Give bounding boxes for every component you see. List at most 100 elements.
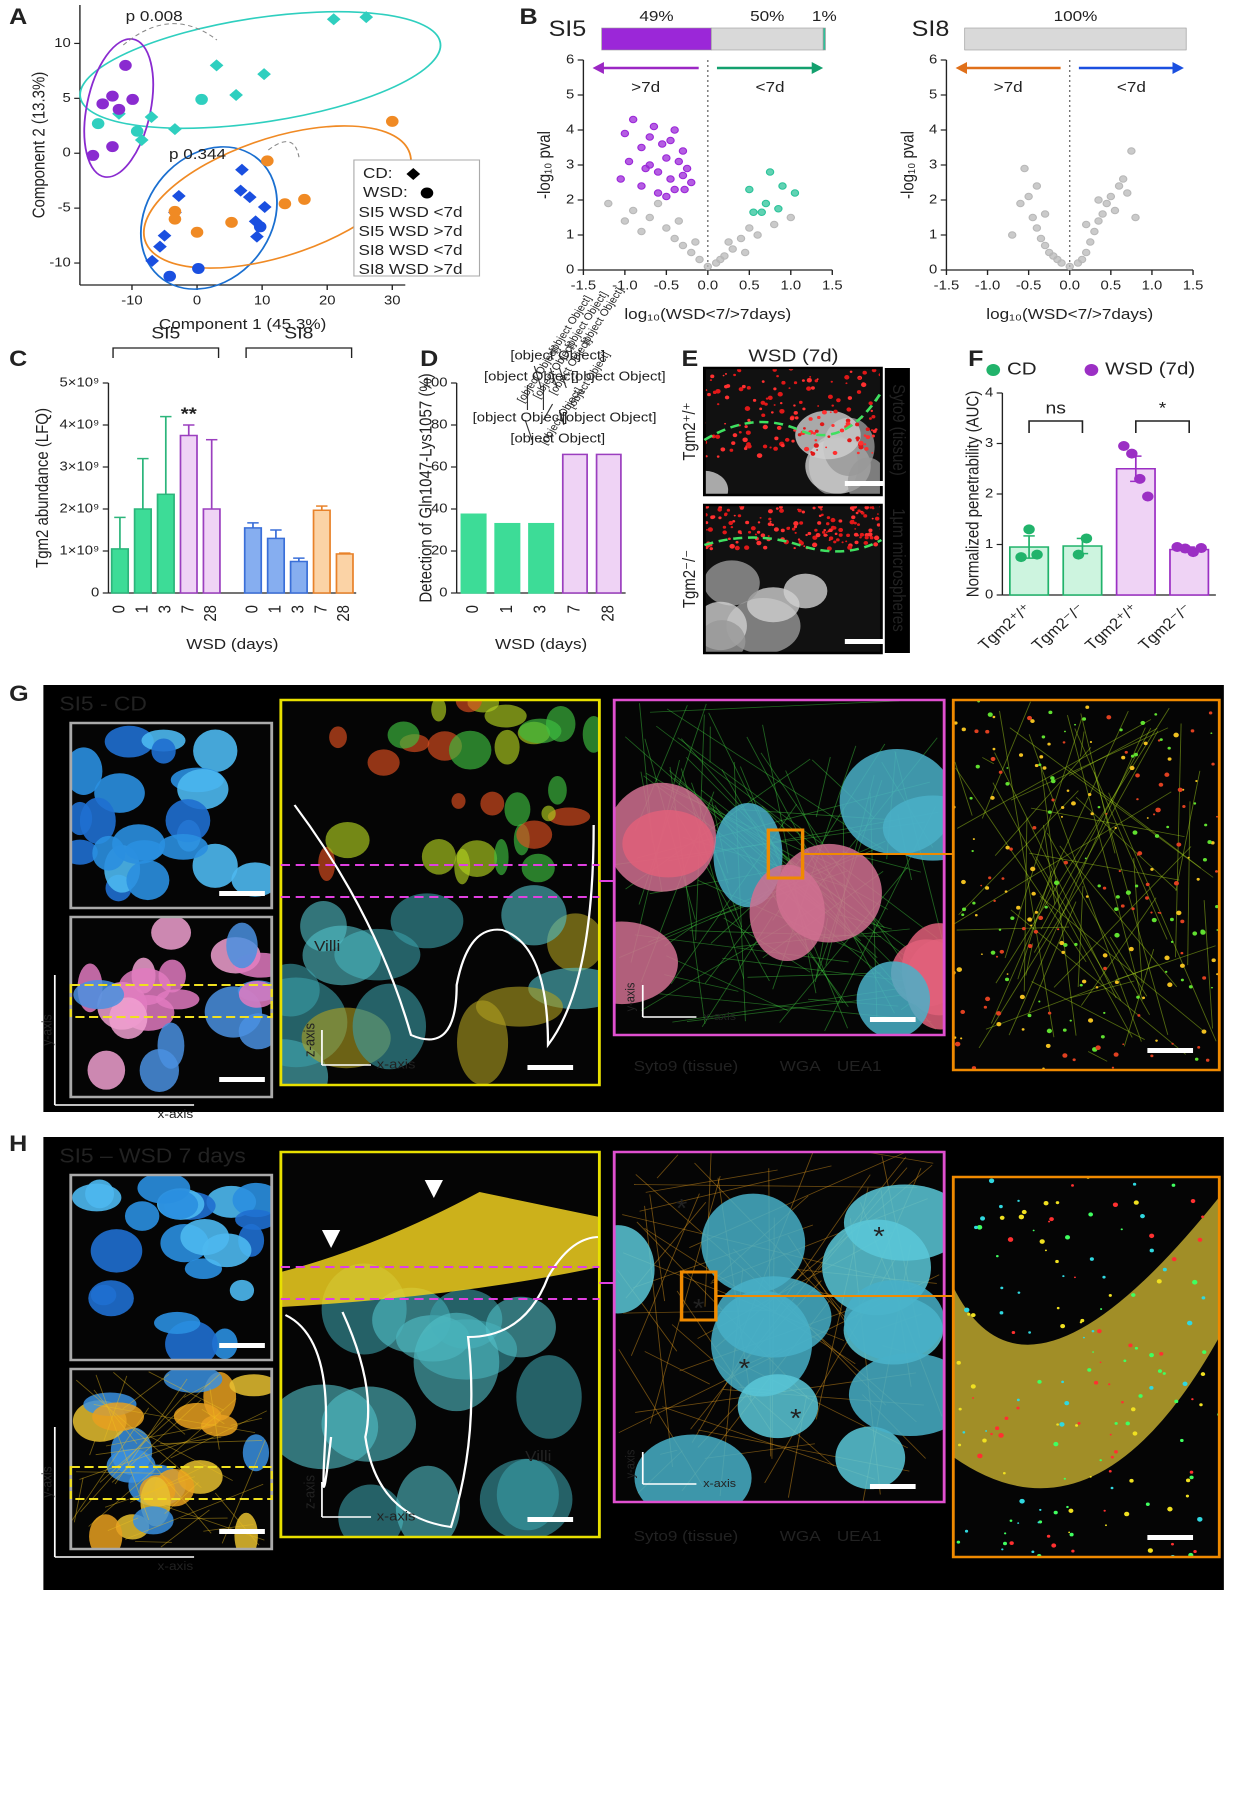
speck	[846, 407, 852, 412]
significance: ns	[1046, 398, 1066, 418]
speck	[847, 438, 852, 443]
point	[662, 224, 671, 232]
image-content	[614, 1152, 945, 1502]
bar	[156, 493, 175, 594]
fiber	[180, 1517, 228, 1520]
legend-box	[353, 159, 481, 277]
blob	[367, 749, 400, 776]
blob	[541, 805, 556, 822]
blob	[70, 747, 103, 795]
fiber	[1070, 980, 1135, 999]
channel-label: 1μm microspheres	[889, 508, 908, 632]
speck	[770, 411, 774, 414]
point	[130, 125, 144, 137]
y-tick-label: 5	[929, 86, 938, 101]
point	[1036, 234, 1046, 243]
image-border	[279, 698, 601, 1087]
blob	[126, 860, 170, 901]
fiber	[656, 1154, 679, 1179]
speck	[1027, 944, 1033, 949]
speck	[1147, 1548, 1154, 1553]
speck	[817, 521, 822, 525]
speck	[1134, 1346, 1139, 1350]
x-axis-label: WSD (days)	[186, 636, 278, 653]
y-tick-label: 3	[566, 156, 575, 171]
point	[753, 231, 762, 239]
speck	[820, 513, 824, 517]
cluster-outline	[139, 146, 278, 290]
speck	[993, 899, 996, 902]
speck	[1114, 932, 1120, 938]
fiber	[1010, 909, 1187, 1055]
arrow-head	[955, 62, 967, 74]
group-bracket	[112, 347, 220, 358]
speck	[962, 1431, 966, 1434]
fiber	[1030, 807, 1185, 837]
point	[620, 217, 630, 225]
speck	[999, 1204, 1003, 1209]
speck	[841, 541, 844, 544]
speck	[1129, 765, 1135, 771]
speck	[996, 1011, 1002, 1016]
speck	[1028, 1331, 1031, 1334]
speck	[996, 1021, 1002, 1027]
point	[637, 143, 646, 152]
fiber	[1029, 852, 1180, 881]
composition-label: 49%	[639, 8, 673, 25]
speck	[1120, 904, 1125, 908]
speck	[1030, 924, 1033, 927]
speck	[793, 521, 799, 526]
speck	[1202, 1350, 1207, 1354]
point	[790, 189, 800, 197]
speck	[756, 540, 762, 546]
fiber	[201, 1408, 225, 1425]
speck	[1088, 1212, 1094, 1217]
point	[1098, 210, 1107, 218]
speck	[1192, 931, 1198, 936]
speck	[715, 388, 721, 394]
speck	[868, 401, 873, 406]
fiber	[95, 1374, 150, 1521]
speck	[775, 507, 779, 510]
fiber	[1023, 817, 1028, 992]
speck	[1099, 1361, 1102, 1364]
blob	[88, 1280, 134, 1317]
y-tick-label: -10	[49, 254, 71, 269]
y-tick-label: 2	[566, 191, 575, 206]
speck	[1102, 953, 1108, 958]
speck	[788, 387, 791, 390]
speck	[827, 394, 833, 400]
point	[666, 175, 675, 183]
fiber	[1067, 766, 1202, 869]
speck	[1131, 1293, 1136, 1297]
speck	[1142, 996, 1146, 1000]
blob	[338, 1484, 404, 1537]
channel-label: Syto9 (tissue)	[889, 384, 908, 476]
point	[1123, 189, 1132, 197]
point	[645, 213, 654, 222]
fiber	[1093, 771, 1169, 1035]
speck	[856, 523, 861, 526]
speck	[711, 515, 716, 519]
point	[691, 238, 700, 246]
blob	[494, 729, 520, 765]
speck	[806, 377, 812, 383]
y-tick-label: 100	[423, 374, 448, 389]
speck	[728, 520, 734, 526]
blob	[329, 726, 347, 749]
point	[674, 217, 684, 225]
speck	[1113, 1052, 1119, 1057]
speck	[995, 1426, 1000, 1431]
asterisk: *	[676, 1194, 688, 1223]
axis-arrows	[321, 1482, 372, 1518]
speck	[974, 1225, 978, 1230]
speck	[876, 523, 881, 527]
speck	[781, 380, 786, 385]
blob	[480, 791, 505, 816]
speck	[750, 526, 756, 531]
point	[242, 191, 257, 204]
speck	[1048, 1220, 1051, 1223]
speck	[709, 547, 714, 551]
point	[687, 248, 696, 257]
